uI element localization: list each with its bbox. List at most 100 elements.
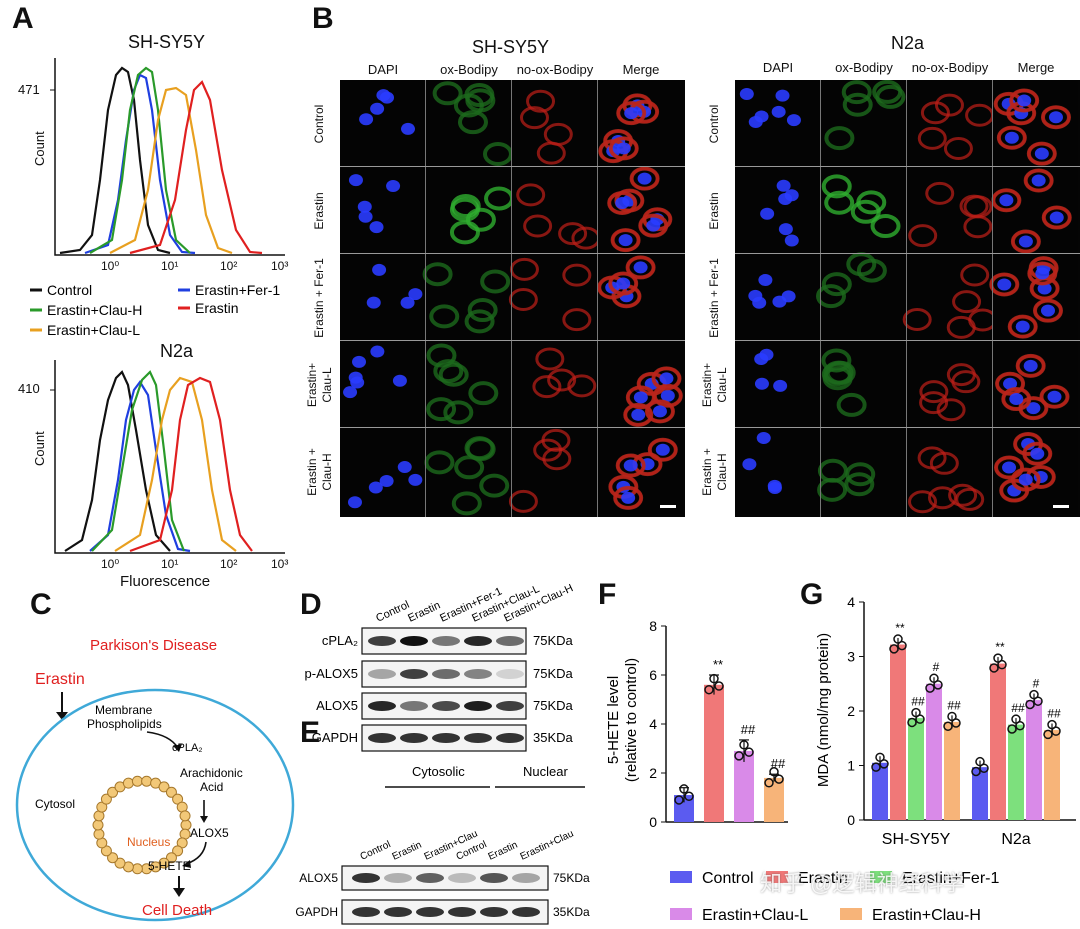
nucleus-dapi xyxy=(786,114,801,127)
row-label-0: Control xyxy=(312,104,326,144)
column-header-dapi: DAPI xyxy=(762,60,794,75)
tile-r2-c3 xyxy=(989,254,1078,340)
g-point xyxy=(979,763,989,773)
cytoplasm xyxy=(426,343,457,368)
legend-label-2: Erastin+Fer-1 xyxy=(902,870,999,887)
g-bar-0-3 xyxy=(926,683,942,820)
row-label-1: Erastin xyxy=(312,192,326,230)
tile-bg xyxy=(512,254,597,340)
tile-r3-c1 xyxy=(821,341,906,427)
blot-row-name-1: p-ALOX5 xyxy=(305,666,358,681)
nucleus-dapi xyxy=(739,87,754,100)
tile-r4-c2 xyxy=(907,428,992,514)
lipid-signal xyxy=(558,222,588,246)
bottom-curve-clau-h xyxy=(91,370,186,552)
bottom-xtick-2: 10² xyxy=(220,557,237,571)
nucleus-bead xyxy=(131,775,143,787)
blot-band xyxy=(432,636,460,646)
tile-r2-c0 xyxy=(735,254,820,340)
nucleus-dapi xyxy=(781,290,796,303)
panel-label-b: B xyxy=(312,2,334,35)
tile-r0-c1 xyxy=(426,80,513,167)
tile-bg xyxy=(907,167,992,253)
column-header-no-ox-bodipy: no-ox-Bodipy xyxy=(911,60,989,75)
nucleus-dapi xyxy=(752,296,767,309)
row-label-3-line1: Erastin+ xyxy=(304,362,319,408)
g-annotation: ## xyxy=(911,695,925,709)
blot-size-2: 75KDa xyxy=(533,698,574,713)
tile-r3-c1 xyxy=(426,341,511,427)
nucleus-dapi xyxy=(633,261,648,274)
legend-fer1: Erastin+Fer-1 xyxy=(195,282,280,298)
tile-r0-c3 xyxy=(993,80,1078,166)
e-row-name-0: ALOX5 xyxy=(299,871,338,885)
blot-band xyxy=(496,701,524,711)
nucleus-bead xyxy=(141,775,153,787)
nucleus-dapi xyxy=(623,459,638,472)
tile-r2-c1 xyxy=(816,252,906,340)
nucleus-dapi xyxy=(348,174,363,187)
nucleus-dapi xyxy=(392,374,407,387)
f-ytick-label: 2 xyxy=(649,765,657,781)
f-point xyxy=(709,673,719,684)
nucleus-dapi xyxy=(618,234,633,247)
f-point xyxy=(739,740,749,750)
panel-a-bottom-ytick: 410 xyxy=(18,381,40,396)
nucleus-dapi xyxy=(624,107,639,120)
top-curve-clau-h xyxy=(89,66,191,254)
g-point xyxy=(1025,699,1035,710)
blot-band xyxy=(464,701,492,711)
tile-r1-c3 xyxy=(598,166,683,253)
f-point xyxy=(679,784,689,794)
nucleus-dapi xyxy=(368,481,383,494)
lipid-signal xyxy=(943,137,973,161)
cytoplasm xyxy=(432,81,463,106)
nucleus-dapi xyxy=(631,408,646,421)
chart-5-hete: 0 2 4 6 8 5-HETE level (relative to control) **… xyxy=(605,618,788,830)
blot-band xyxy=(464,733,492,743)
nucleus-dapi xyxy=(1004,131,1019,144)
lipid-signal xyxy=(1022,442,1052,466)
tile-r4-c1 xyxy=(424,428,511,516)
nucleus-dapi xyxy=(372,263,387,276)
nucleus-dapi xyxy=(359,113,374,126)
nucleus-dapi xyxy=(366,296,381,309)
lipid-signal xyxy=(934,93,964,117)
legend-clau-h: Erastin+Clau-H xyxy=(47,302,142,318)
lipid-signal xyxy=(535,347,565,371)
nucleus-dapi xyxy=(408,473,423,486)
tile-r0-c3 xyxy=(598,80,683,166)
panel-b-left-title: SH-SY5Y xyxy=(472,37,550,57)
cytoplasm xyxy=(821,174,852,199)
lipid-signal xyxy=(902,308,932,332)
nucleus-bead xyxy=(179,810,191,822)
lipid-signal xyxy=(925,181,955,205)
nucleus-dapi xyxy=(357,200,372,213)
g-bar-1-4 xyxy=(1044,730,1060,820)
cytoplasm xyxy=(464,309,495,334)
scale-bar xyxy=(660,505,676,508)
hete-label: 5-HETE xyxy=(148,859,191,873)
f-bar-1 xyxy=(704,684,724,822)
lipid-signal xyxy=(645,399,675,423)
lipid-signal xyxy=(626,385,656,409)
nucleus-bead xyxy=(100,793,112,805)
cytosol-label: Cytosol xyxy=(35,797,75,811)
g-point xyxy=(1043,729,1053,740)
nucleus-dapi xyxy=(999,194,1014,207)
cpla2-label: cPLA₂ xyxy=(172,742,203,754)
top-curve-clau-l xyxy=(109,86,233,255)
tile-r0-c2 xyxy=(512,80,597,166)
legend-label-3: Erastin+Clau-L xyxy=(702,907,808,924)
bottom-xtick-1: 10¹ xyxy=(161,557,178,571)
lipid-signal xyxy=(919,380,949,404)
e-blot-band xyxy=(448,907,476,917)
cytoplasm xyxy=(841,80,872,105)
g-ylabel: MDA (nmol/mg protein) xyxy=(815,633,832,787)
f-annotation-3: ## xyxy=(771,756,786,771)
row-label-2: Erastin + Fer-1 xyxy=(707,258,721,338)
legend-clau-l: Erastin+Clau-L xyxy=(47,322,140,338)
g-point xyxy=(933,680,943,690)
nucleus-bead xyxy=(92,819,104,831)
e-blot-band xyxy=(384,907,412,917)
